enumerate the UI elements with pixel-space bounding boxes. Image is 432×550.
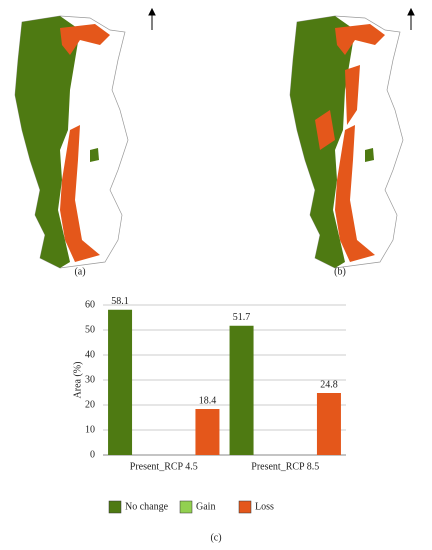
data-label: 51.7 <box>233 312 251 323</box>
map-b <box>289 15 404 269</box>
x-tick-label: Present_RCP 8.5 <box>251 461 319 472</box>
panel-label: (b) <box>334 266 346 277</box>
y-tick-label: 40 <box>85 349 95 360</box>
y-tick-label: 10 <box>85 424 95 435</box>
y-tick-label: 20 <box>85 399 95 410</box>
legend-swatch <box>238 500 252 514</box>
legend-label: No change <box>125 501 169 512</box>
bar <box>195 409 220 455</box>
data-label: 18.4 <box>199 395 217 406</box>
panel-label: (a) <box>74 266 85 277</box>
map-a <box>14 15 129 269</box>
y-tick-label: 0 <box>90 449 95 460</box>
bar <box>108 309 133 455</box>
panel-label: (c) <box>210 532 221 543</box>
data-label: 24.8 <box>320 379 338 390</box>
bar <box>316 393 341 455</box>
y-tick-label: 30 <box>85 374 95 385</box>
legend-swatch <box>179 500 193 514</box>
data-label: 58.1 <box>111 296 129 307</box>
y-tick-label: 60 <box>85 299 95 310</box>
y-tick-label: 50 <box>85 324 95 335</box>
x-tick-label: Present_RCP 4.5 <box>130 461 198 472</box>
north-arrow <box>148 7 415 30</box>
bar <box>229 325 254 455</box>
legend-label: Loss <box>255 501 274 512</box>
y-axis-title: Area (%) <box>72 362 83 399</box>
legend-swatch <box>108 500 122 514</box>
legend-label: Gain <box>196 501 215 512</box>
